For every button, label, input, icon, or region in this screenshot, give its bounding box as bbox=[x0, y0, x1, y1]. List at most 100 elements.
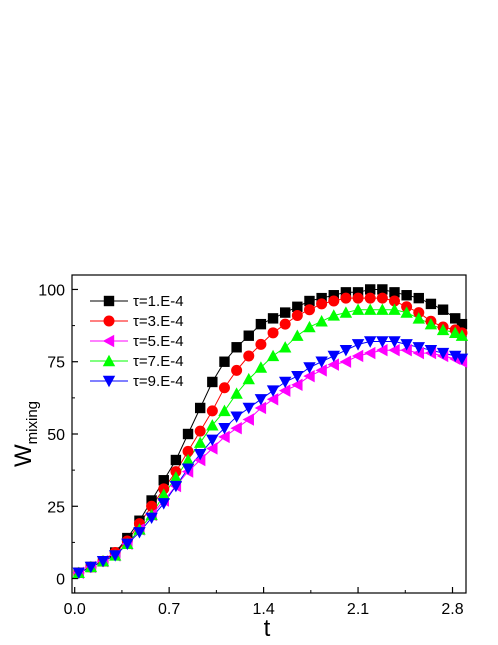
data-point bbox=[254, 361, 268, 373]
data-point bbox=[231, 364, 243, 376]
data-point bbox=[146, 500, 158, 512]
data-point bbox=[218, 423, 231, 435]
data-point bbox=[96, 556, 110, 568]
data-point bbox=[412, 346, 424, 360]
data-point bbox=[266, 349, 280, 362]
data-point bbox=[242, 402, 255, 415]
data-point bbox=[424, 317, 438, 330]
data-point bbox=[193, 453, 206, 467]
data-point bbox=[303, 362, 316, 374]
data-point bbox=[194, 402, 206, 414]
data-point bbox=[327, 309, 340, 321]
data-point bbox=[206, 442, 218, 455]
data-point bbox=[436, 323, 450, 336]
data-point bbox=[182, 445, 194, 457]
data-point bbox=[169, 480, 183, 493]
data-point bbox=[339, 306, 353, 318]
data-point bbox=[339, 355, 352, 368]
data-point bbox=[242, 413, 254, 426]
data-point bbox=[121, 538, 134, 551]
data-point bbox=[182, 428, 194, 440]
data-point bbox=[206, 434, 219, 446]
series-points-5 bbox=[72, 336, 469, 579]
legend-label: τ=3.E-4 bbox=[133, 313, 184, 330]
y-tick-label: 75 bbox=[47, 355, 65, 372]
data-point bbox=[218, 430, 230, 444]
data-point bbox=[364, 284, 376, 295]
data-point bbox=[157, 488, 170, 500]
series-points-3 bbox=[72, 343, 468, 579]
data-point bbox=[278, 341, 292, 353]
data-point bbox=[327, 358, 339, 371]
y-tick-label: 25 bbox=[47, 499, 65, 516]
data-point bbox=[316, 292, 327, 304]
data-point bbox=[449, 326, 462, 339]
series-markers bbox=[72, 284, 469, 579]
data-point bbox=[412, 312, 425, 324]
data-point bbox=[340, 287, 352, 298]
data-point bbox=[351, 349, 364, 363]
legend-item-3: τ=5.E-4 bbox=[90, 333, 184, 350]
data-point bbox=[437, 304, 449, 315]
x-tick-labels: 0.0 0.7 1.4 2.1 2.8 bbox=[64, 601, 464, 618]
data-point bbox=[436, 347, 450, 360]
data-point bbox=[278, 376, 292, 389]
data-point bbox=[340, 292, 352, 304]
data-point bbox=[363, 336, 377, 348]
data-point bbox=[412, 342, 425, 354]
data-point bbox=[351, 339, 365, 351]
data-point bbox=[231, 342, 242, 353]
data-point bbox=[267, 313, 279, 324]
data-point bbox=[254, 401, 267, 415]
legend-item-2: τ=3.E-4 bbox=[90, 313, 184, 330]
data-point bbox=[450, 313, 461, 324]
data-point bbox=[158, 475, 169, 486]
data-point bbox=[255, 338, 267, 350]
data-point bbox=[291, 378, 303, 392]
data-point bbox=[351, 303, 365, 315]
data-point bbox=[400, 339, 413, 351]
legend-item-4: τ=7.E-4 bbox=[90, 353, 184, 370]
data-point bbox=[267, 327, 279, 339]
data-point bbox=[291, 370, 304, 383]
data-point bbox=[219, 356, 230, 367]
x-tick-label: 2.8 bbox=[441, 601, 463, 618]
data-point bbox=[230, 387, 243, 399]
data-point bbox=[146, 495, 157, 506]
data-point bbox=[278, 384, 291, 397]
data-point bbox=[291, 329, 304, 341]
x-tick-label: 0.0 bbox=[64, 601, 86, 618]
legend: τ=1.E-4 τ=3.E-4 τ=5.E-4 τ=7.E-4 τ=9.E-4 bbox=[90, 293, 184, 390]
data-point bbox=[242, 372, 255, 385]
data-point bbox=[279, 307, 291, 318]
data-point bbox=[230, 422, 242, 435]
legend-label: τ=7.E-4 bbox=[133, 353, 184, 370]
data-point bbox=[243, 330, 254, 341]
data-point bbox=[303, 320, 316, 333]
data-point bbox=[316, 298, 328, 310]
x-tick-label: 1.4 bbox=[252, 601, 274, 618]
data-point bbox=[449, 350, 462, 363]
data-point bbox=[363, 346, 376, 360]
data-point bbox=[170, 454, 182, 466]
data-point bbox=[218, 382, 230, 394]
data-point bbox=[291, 309, 303, 321]
data-point bbox=[328, 290, 339, 301]
data-point bbox=[193, 436, 207, 448]
data-point bbox=[218, 404, 231, 417]
data-point bbox=[84, 561, 98, 574]
y-tick-labels: 0 25 50 75 100 bbox=[38, 282, 65, 588]
data-point bbox=[108, 550, 122, 562]
data-point bbox=[279, 318, 291, 330]
data-point bbox=[266, 385, 280, 397]
legend-marker bbox=[103, 315, 115, 327]
data-point bbox=[328, 295, 340, 307]
data-point bbox=[401, 290, 412, 301]
y-axis-title-sub: mixing bbox=[24, 401, 41, 444]
data-point bbox=[207, 376, 218, 388]
y-tick-label: 100 bbox=[38, 282, 65, 299]
x-tick-label: 2.1 bbox=[347, 601, 369, 618]
data-point bbox=[388, 343, 400, 357]
data-point bbox=[292, 301, 303, 312]
